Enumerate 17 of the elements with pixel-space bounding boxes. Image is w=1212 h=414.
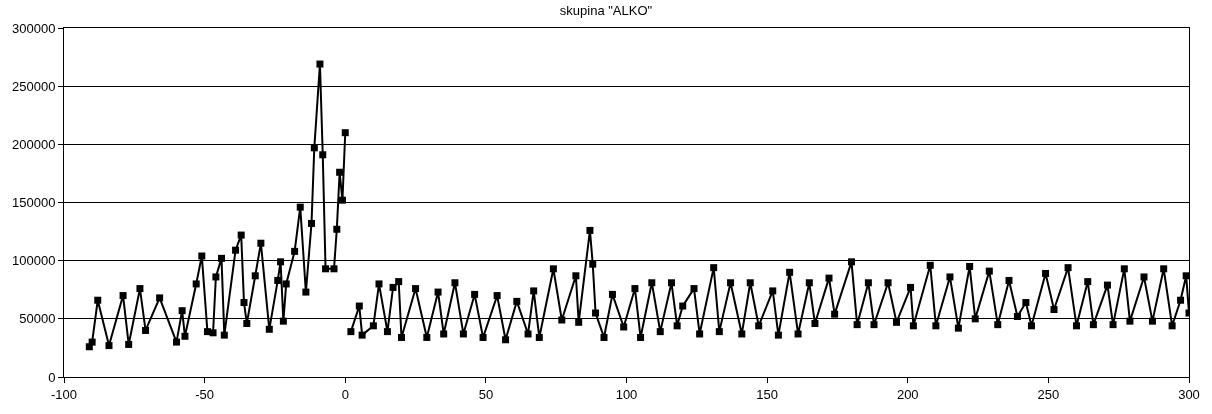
x-tick-label: 150 xyxy=(756,386,778,402)
x-tick-label: 50 xyxy=(478,386,494,402)
x-tick-label: 250 xyxy=(1037,386,1060,402)
x-tick-label: 0 xyxy=(341,386,349,402)
y-tick-label: 100000 xyxy=(12,253,56,269)
y-tick-label: 200000 xyxy=(12,136,56,152)
x-tick-label: 100 xyxy=(615,386,638,402)
x-tick-label: -50 xyxy=(195,386,215,402)
x-tick-label: 200 xyxy=(896,386,919,402)
y-tick-label: 0 xyxy=(48,369,56,385)
y-tick-label: 300000 xyxy=(12,20,56,36)
y-tick-label: 50000 xyxy=(19,311,56,327)
x-tick-label: -100 xyxy=(50,386,78,402)
y-tick-label: 250000 xyxy=(12,78,56,94)
x-tick-label: 300 xyxy=(1178,386,1200,402)
chart-title: skupina "ALKO" xyxy=(559,3,653,19)
y-tick-label: 150000 xyxy=(12,195,56,211)
